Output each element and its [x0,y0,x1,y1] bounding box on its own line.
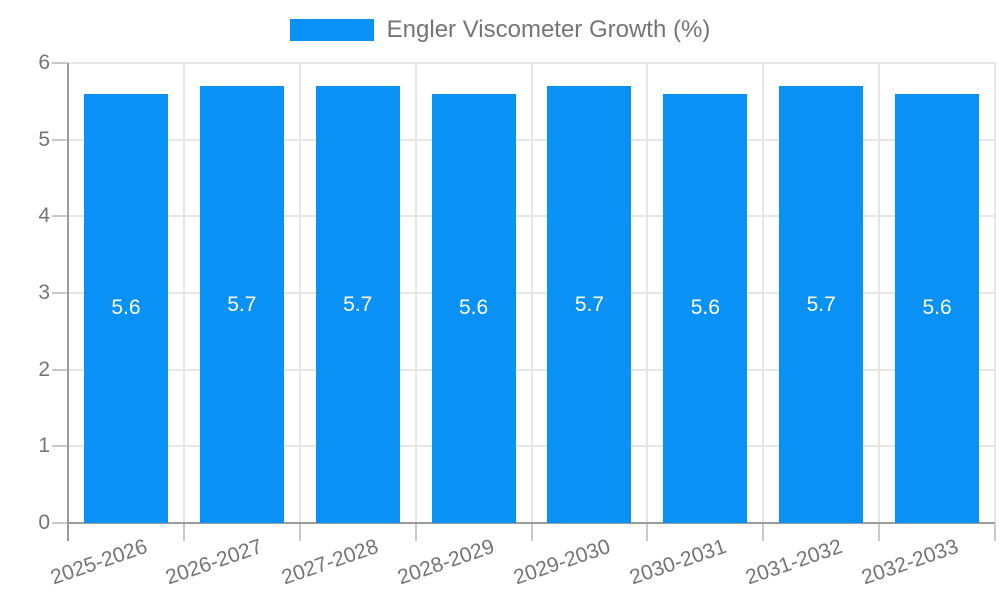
x-tick-label: 2025-2026 [47,534,150,590]
x-tick-icon [298,523,301,541]
y-tick-label: 3 [38,281,50,304]
bar[interactable] [199,86,284,523]
x-gridline [530,63,533,523]
y-tick-label: 6 [38,51,50,74]
bar[interactable] [779,86,864,523]
y-axis-line [67,63,69,541]
y-tick-icon [52,62,68,64]
x-gridline [182,63,185,523]
x-tick-icon [994,523,996,541]
y-tick-icon [52,522,68,524]
x-tick-label: 2028-2029 [394,534,498,590]
x-tick-label: 2032-2033 [858,534,961,590]
bar-value-label: 5.6 [458,296,489,320]
bar-value-label: 5.6 [111,296,141,320]
x-gridline [646,63,649,523]
bar[interactable] [315,86,400,523]
x-tick-icon [646,523,649,541]
x-tick-icon [182,523,185,541]
x-tick-icon [414,523,417,541]
x-gridline [414,63,417,523]
x-gridline [762,63,765,523]
y-tick-icon [52,368,68,371]
y-tick-icon [52,215,68,218]
bar-value-label: 5.7 [227,292,257,316]
bar-value-label: 5.6 [922,296,952,320]
legend-label: Engler Viscometer Growth (%) [386,16,711,43]
x-tick-icon [762,523,765,541]
bar-value-label: 5.7 [574,292,605,316]
x-tick-label: 2030-2031 [626,534,730,590]
x-tick-label: 2031-2032 [742,534,846,590]
y-tick-icon [52,445,68,448]
bar-value-label: 5.7 [343,292,373,316]
x-gridline [298,63,301,523]
y-tick-icon [52,292,68,294]
x-axis-line [68,522,995,524]
y-tick-label: 5 [38,127,50,151]
x-gridline [878,63,881,523]
y-tick-label: 4 [38,204,50,228]
y-tick-label: 1 [38,434,50,458]
bar-value-label: 5.7 [806,292,836,316]
bar[interactable] [431,93,516,523]
bar-value-label: 5.6 [690,296,720,320]
y-tick-icon [52,138,68,141]
bar[interactable] [83,93,168,523]
bar[interactable] [547,86,632,523]
bar[interactable] [663,93,748,523]
y-tick-label: 2 [38,357,50,381]
legend-swatch-icon [289,19,374,41]
x-tick-icon [530,523,533,541]
x-tick-label: 2026-2027 [163,534,266,590]
x-gridline [994,63,996,523]
x-tick-icon [878,523,881,541]
legend[interactable]: Engler Viscometer Growth (%) [0,17,1000,43]
x-tick-label: 2029-2030 [510,534,614,590]
y-tick-label: 0 [38,511,50,534]
x-tick-label: 2027-2028 [279,534,382,590]
bar[interactable] [895,93,980,523]
